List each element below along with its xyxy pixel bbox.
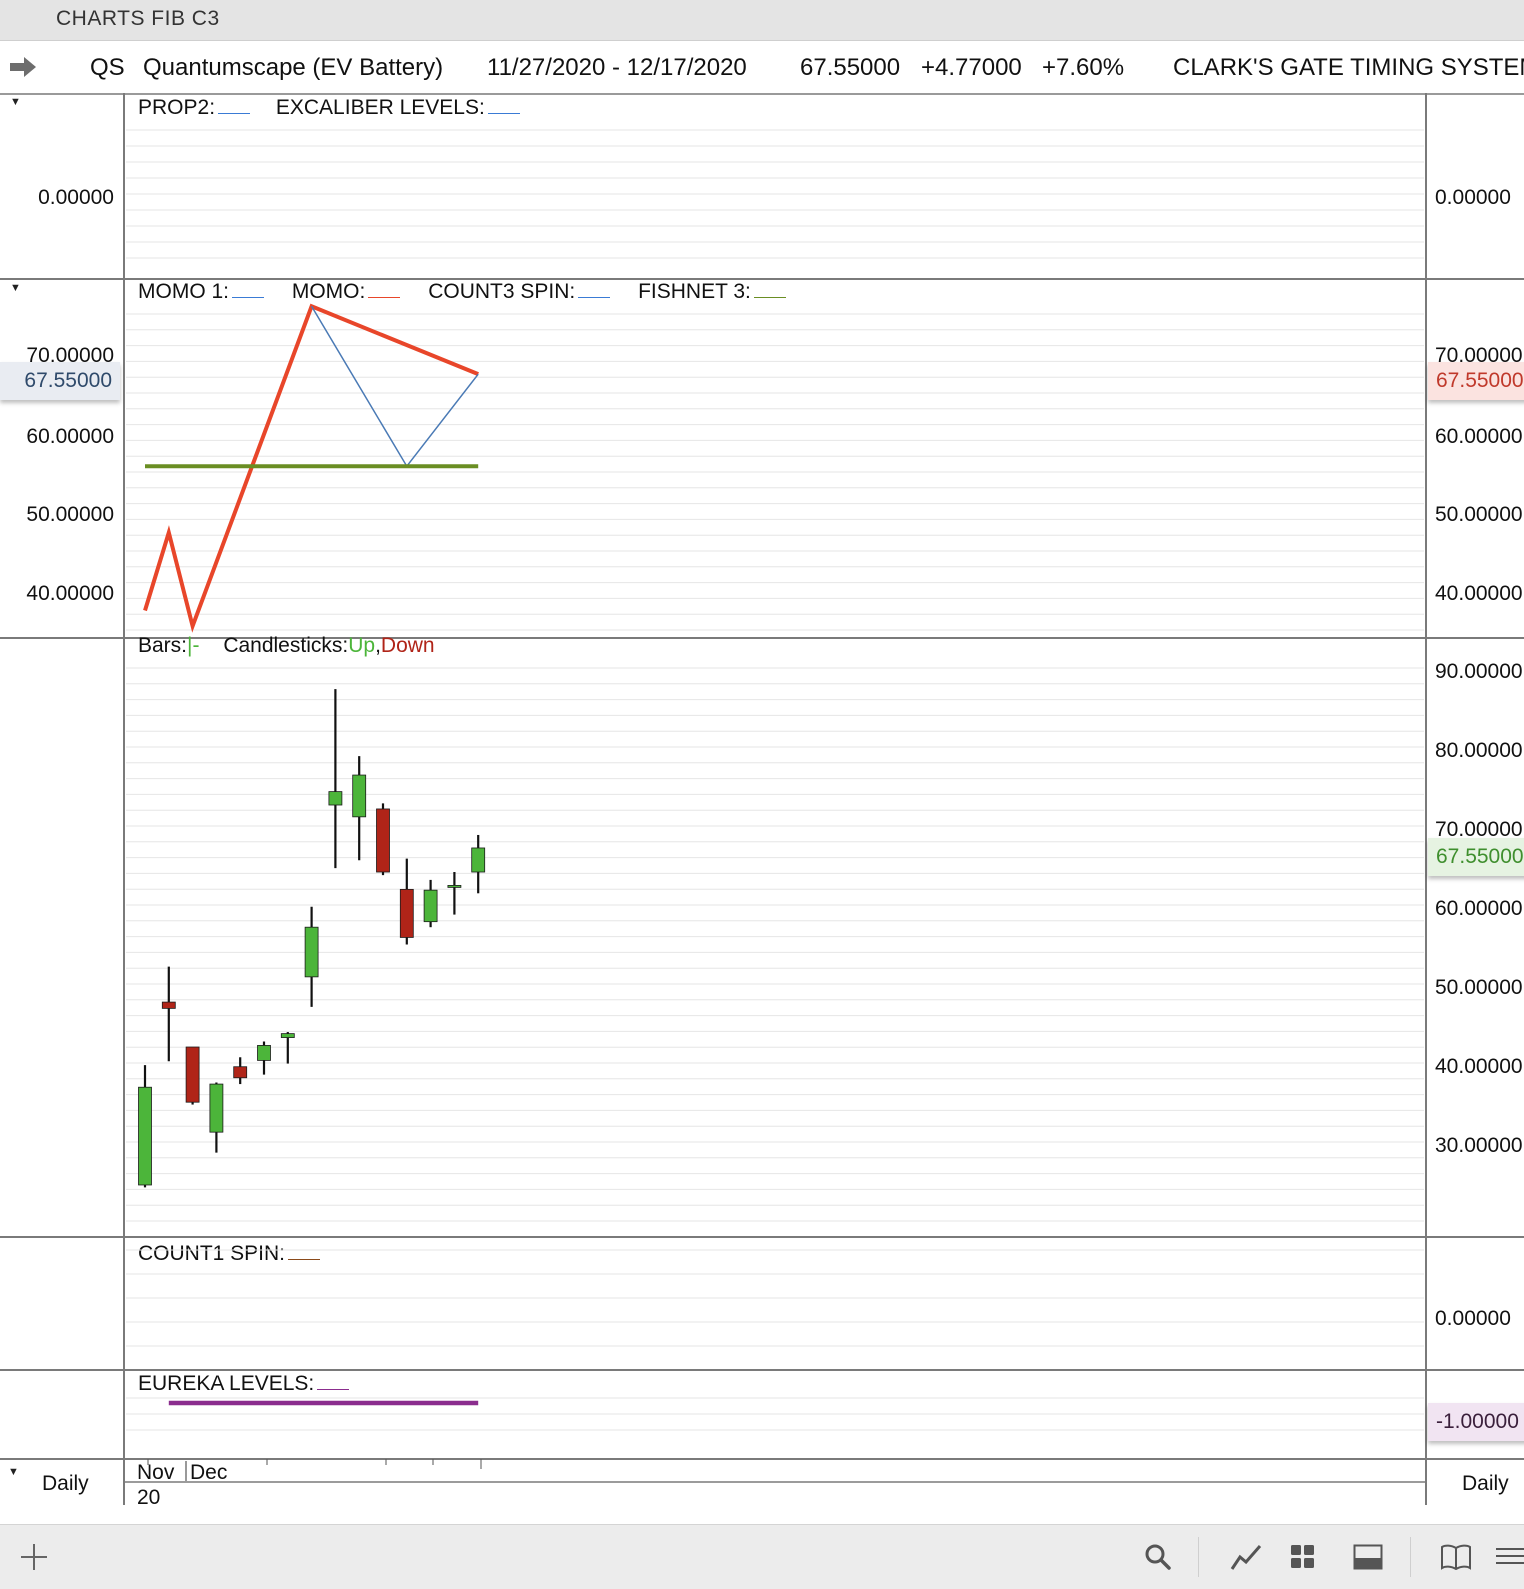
legend-eureka-levels: EUREKA LEVELS: xyxy=(138,1372,315,1395)
eureka-value-badge: -1.00000 xyxy=(1428,1403,1524,1441)
legend-prop2: PROP2: xyxy=(138,96,216,119)
last-price: 67.55000 xyxy=(800,54,901,81)
arrow-right-icon[interactable] xyxy=(8,56,38,78)
period-caret[interactable]: ▼ xyxy=(8,1466,19,1478)
legend-fishnet3: FISHNET 3: xyxy=(638,280,751,303)
panel2-legend: MOMO 1: MOMO: COUNT3 SPIN: FISHNET 3: xyxy=(138,280,786,304)
company-name: Quantumscape (EV Battery) xyxy=(143,54,444,81)
legend-swatch xyxy=(578,297,611,298)
chart-frame xyxy=(0,93,1524,1505)
legend-momo: MOMO: xyxy=(291,280,366,303)
period-right[interactable]: Daily xyxy=(1462,1472,1509,1495)
panel4-legend: COUNT1 SPIN: xyxy=(138,1242,321,1266)
last-price-badge: 67.55000 xyxy=(1428,838,1524,876)
y-tick-left: 50.00000 xyxy=(26,503,114,526)
legend-bars-glyph: |- xyxy=(187,634,200,657)
y-tick-left: 0.00000 xyxy=(38,186,114,209)
legend-swatch xyxy=(487,113,520,114)
legend-swatch xyxy=(232,297,265,298)
y-tick-right: 70.00000 xyxy=(1435,818,1523,841)
last-value-badge-right: 67.55000 xyxy=(1428,362,1524,400)
symbol: QS xyxy=(90,54,125,81)
system-name: CLARK'S GATE TIMING SYSTEM xyxy=(1173,54,1524,81)
menu-button[interactable] xyxy=(1494,1525,1524,1589)
y-tick-right: 40.00000 xyxy=(1435,582,1523,605)
y-tick-left: 40.00000 xyxy=(26,582,114,605)
layout-grid-button[interactable] xyxy=(1283,1525,1323,1589)
panel-collapse-caret[interactable]: ▼ xyxy=(10,282,21,294)
y-tick-right: 60.00000 xyxy=(1435,425,1523,448)
panel3-legend: Bars:|- Candlesticks:Up,Down xyxy=(138,634,435,658)
legend-swatch xyxy=(288,1259,321,1260)
x-year: 20 xyxy=(137,1486,161,1509)
legend-swatch xyxy=(317,1389,350,1390)
period-left[interactable]: Daily xyxy=(42,1472,89,1495)
panel-icon xyxy=(1353,1544,1383,1570)
legend-up: Up xyxy=(348,634,376,657)
panel1-legend: PROP2: EXCALIBER LEVELS: xyxy=(138,96,520,120)
y-tick-left: 70.00000 xyxy=(26,344,114,367)
legend-down: Down xyxy=(380,634,435,657)
y-tick-right: 30.00000 xyxy=(1435,1134,1523,1157)
y-tick-right: 70.00000 xyxy=(1435,344,1523,367)
panel-collapse-caret[interactable]: ▼ xyxy=(10,96,21,108)
legend-comma: , xyxy=(375,634,381,657)
y-tick-right: 50.00000 xyxy=(1435,503,1523,526)
y-tick-left: 60.00000 xyxy=(26,425,114,448)
last-value-badge-left: 67.55000 xyxy=(0,362,120,400)
panel5-legend: EUREKA LEVELS: xyxy=(138,1372,350,1396)
window-titlebar: CHARTS FIB C3 xyxy=(0,0,1524,41)
add-button[interactable] xyxy=(14,1525,54,1589)
x-month-dec: Dec xyxy=(190,1461,228,1484)
search-icon xyxy=(1145,1544,1171,1570)
plus-icon xyxy=(21,1544,47,1570)
y-tick-right: 90.00000 xyxy=(1435,660,1523,683)
y-tick-right: 0.00000 xyxy=(1435,186,1511,209)
price-change: +4.77000 xyxy=(921,54,1022,81)
search-button[interactable] xyxy=(1138,1525,1178,1589)
chart-type-button[interactable] xyxy=(1226,1525,1266,1589)
bottom-toolbar xyxy=(0,1524,1524,1589)
x-month-nov: Nov xyxy=(137,1461,175,1484)
legend-count1-spin: COUNT1 SPIN: xyxy=(138,1242,286,1265)
y-tick-right: 0.00000 xyxy=(1435,1307,1511,1330)
window-title: CHARTS FIB C3 xyxy=(56,7,220,30)
y-tick-right: 50.00000 xyxy=(1435,976,1523,999)
list-icon xyxy=(1496,1548,1524,1564)
legend-candlesticks: Candlesticks: xyxy=(223,634,349,657)
legend-momo1: MOMO 1: xyxy=(138,280,230,303)
symbol-info-bar: QS Quantumscape (EV Battery) 11/27/2020 … xyxy=(0,41,1524,95)
legend-count3-spin: COUNT3 SPIN: xyxy=(428,280,576,303)
book-button[interactable] xyxy=(1436,1525,1476,1589)
y-tick-right: 60.00000 xyxy=(1435,897,1523,920)
legend-excaliber-levels: EXCALIBER LEVELS: xyxy=(275,96,485,119)
book-icon xyxy=(1441,1544,1471,1570)
y-tick-right: 40.00000 xyxy=(1435,1055,1523,1078)
grid-icon xyxy=(1291,1545,1314,1568)
y-tick-right: 80.00000 xyxy=(1435,739,1523,762)
panel-view-button[interactable] xyxy=(1348,1525,1388,1589)
percent-change: +7.60% xyxy=(1042,54,1125,81)
legend-swatch xyxy=(218,113,251,114)
legend-bars: Bars: xyxy=(138,634,188,657)
legend-swatch xyxy=(368,297,401,298)
line-chart-icon xyxy=(1230,1545,1262,1570)
date-range: 11/27/2020 - 12/17/2020 xyxy=(487,54,747,81)
legend-swatch xyxy=(753,297,786,298)
